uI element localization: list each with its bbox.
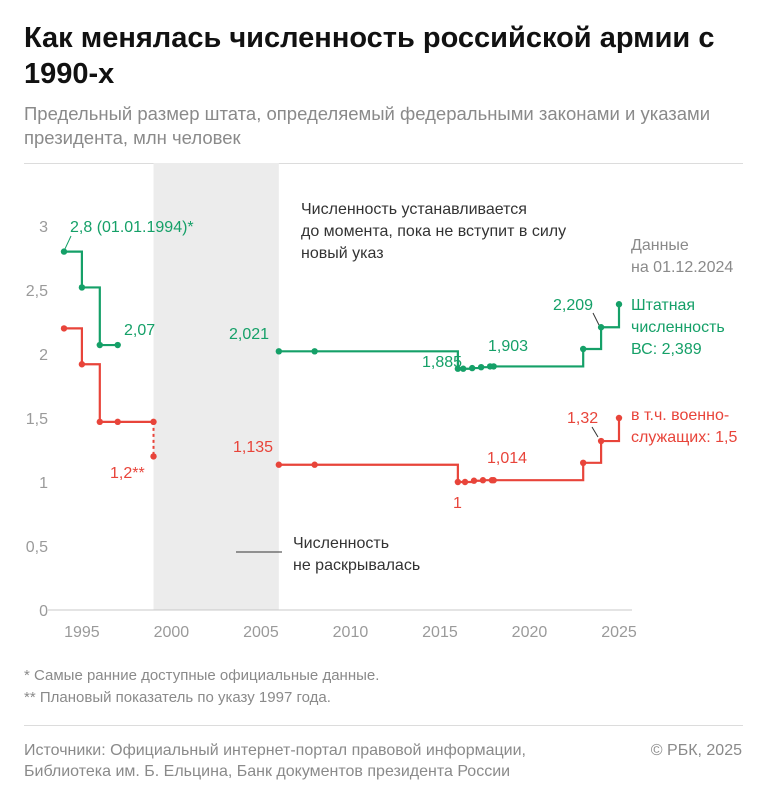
y-tick-label: 0,5 [26,539,48,556]
data-point [615,414,623,422]
x-tick-label: 2025 [601,624,637,641]
copyright-text: © РБК, 2025 [650,742,742,759]
data-point [96,341,104,349]
bottom-divider [24,725,743,726]
planned-point [150,453,157,460]
data-point [275,461,283,468]
legend-green-line-2: численность [631,319,725,336]
label-2-021: 2,021 [229,326,269,343]
note-line-2: до момента, пока не вступит в силу [301,223,566,240]
data-point [460,365,467,372]
x-tick-label: 2015 [422,624,458,641]
label-1: 1 [453,495,462,512]
legend-green-line-1: Штатная [631,297,695,314]
label-1-903: 1,903 [488,338,528,355]
y-tick-label: 2,5 [26,283,48,300]
data-point [78,284,86,291]
label-2-209: 2,209 [553,297,593,314]
x-tick-label: 1995 [64,624,100,641]
footnote-planned-value: ** Плановый показатель по указу 1997 год… [24,689,331,706]
data-point [490,477,497,484]
data-point [597,324,605,331]
data-point [477,363,485,371]
label-2-07: 2,07 [124,322,155,339]
army-size-chart: 0 0,5 1 1,5 2 2,5 3 1995 2000 2005 2010 2015 2020 20… [26,163,737,641]
data-point [96,418,104,426]
label-2-8: 2,8 (01.01.1994)* [70,219,194,236]
data-point [150,418,157,426]
page-title: Как менялась численность российской арми… [24,22,715,90]
series-line [64,327,154,423]
shade-note-line-2: не раскрывалась [293,557,420,574]
data-point [275,348,283,355]
series-line [64,250,118,347]
data-date-line-2: на 01.12.2024 [631,259,733,276]
y-tick-label: 0 [39,603,48,620]
data-point [60,325,68,332]
y-tick-label: 3 [39,219,48,236]
y-tick-label: 1,5 [26,411,48,428]
label-leader-2-8 [63,235,72,252]
label-1-2: 1,2** [110,465,145,482]
series-military-personnel [60,325,623,486]
note-line-1: Численность устанавливается [301,201,527,218]
data-point [490,363,497,370]
undisclosed-period-shade [153,163,279,610]
sources-text: Источники: Официальный интернет-портал п… [24,742,526,780]
data-point [454,365,462,372]
data-point [468,364,476,372]
legend-red-line-2: служащих: 1,5 [631,429,737,446]
data-point [470,477,478,484]
x-tick-label: 2000 [154,624,190,641]
x-tick-label: 2005 [243,624,279,641]
data-point [579,345,587,353]
data-point [615,301,623,308]
chart-subtitle: Предельный размер штата, определяемый фе… [24,103,711,148]
data-point [461,478,469,486]
y-tick-label: 1 [39,475,48,492]
label-leader-1-32 [591,426,599,438]
x-tick-label: 2010 [333,624,369,641]
top-divider [24,163,743,164]
data-date-line-1: Данные [631,237,689,254]
data-point [114,341,121,349]
label-1-014: 1,014 [487,450,527,467]
data-point [78,361,86,368]
x-tick-label: 2020 [512,624,548,641]
data-point [597,437,605,445]
label-1-885: 1,885 [422,354,462,371]
series-layer [60,248,623,486]
note-line-3: новый указ [301,245,384,262]
data-point [114,418,121,426]
data-point [454,478,462,486]
data-point [60,248,68,255]
data-point [479,477,487,484]
label-1-32: 1,32 [567,410,598,427]
shade-note-line-1: Численность [293,535,389,552]
y-tick-label: 2 [39,347,48,364]
legend-green-line-3: ВС: 2,389 [631,341,702,358]
data-point [311,348,318,355]
legend-red-line-1: в т.ч. военно- [631,407,729,424]
series-total-staff [60,248,623,372]
label-leader-2-209 [592,312,600,326]
y-axis-ticks: 0 0,5 1 1,5 2 2,5 3 [26,219,48,620]
label-1-135: 1,135 [233,439,273,456]
footnote-earliest-data: * Самые ранние доступные официальные дан… [24,667,380,684]
x-axis-ticks: 1995 2000 2005 2010 2015 2020 2025 [64,624,637,641]
series-line [278,418,621,484]
data-point [311,461,318,468]
data-point [579,459,587,466]
